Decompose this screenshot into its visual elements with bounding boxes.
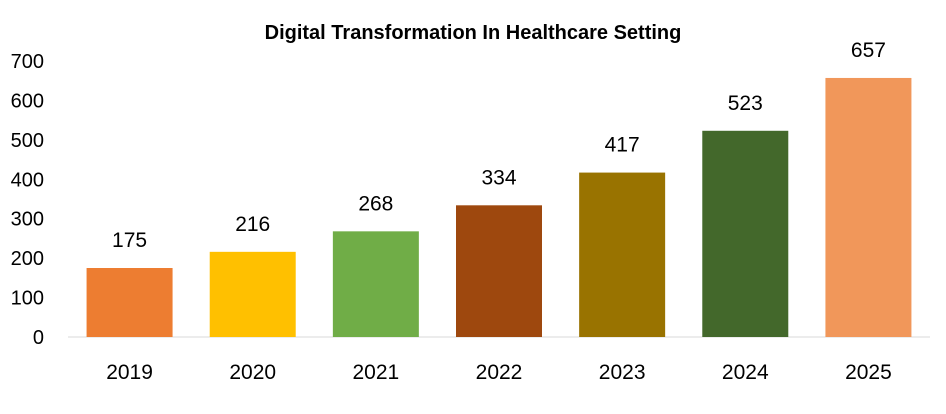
y-tick-label: 700	[11, 51, 44, 73]
bars	[86, 77, 912, 337]
bar-2021	[332, 231, 419, 337]
bar-2020	[209, 251, 296, 337]
data-labels: 175 216 268 334 417 523 657	[112, 39, 886, 252]
y-tick-label: 200	[11, 248, 44, 270]
data-label-2022: 334	[481, 166, 516, 189]
x-tick-label: 2025	[845, 361, 892, 384]
x-axis-ticks: 2019 2020 2021 2022 2023 2024 2025	[106, 361, 892, 384]
data-label-2019: 175	[112, 229, 147, 252]
x-tick-label: 2024	[722, 361, 769, 384]
data-label-2020: 216	[235, 213, 270, 236]
bar-2022	[456, 205, 542, 337]
y-tick-label: 0	[33, 327, 44, 349]
chart-title: Digital Transformation In Healthcare Set…	[265, 22, 682, 44]
x-tick-label: 2019	[106, 361, 153, 384]
y-tick-label: 300	[11, 209, 44, 231]
data-label-2025: 657	[851, 39, 886, 62]
x-tick-label: 2021	[352, 361, 399, 384]
y-tick-label: 400	[11, 169, 44, 191]
y-axis-ticks: 0 100 200 300 400 500 600 700	[11, 51, 44, 349]
y-tick-label: 100	[11, 288, 44, 310]
bar-2023	[579, 172, 666, 337]
x-tick-label: 2023	[599, 361, 646, 384]
y-tick-label: 600	[11, 90, 44, 112]
data-label-2023: 417	[605, 134, 640, 157]
bar-2025	[825, 77, 912, 337]
x-tick-label: 2020	[229, 361, 276, 384]
y-tick-label: 500	[11, 130, 44, 152]
x-tick-label: 2022	[476, 361, 523, 384]
data-label-2024: 523	[728, 92, 763, 115]
bar-2024	[702, 130, 789, 337]
data-label-2021: 268	[358, 192, 393, 215]
bar-2019	[86, 268, 173, 337]
